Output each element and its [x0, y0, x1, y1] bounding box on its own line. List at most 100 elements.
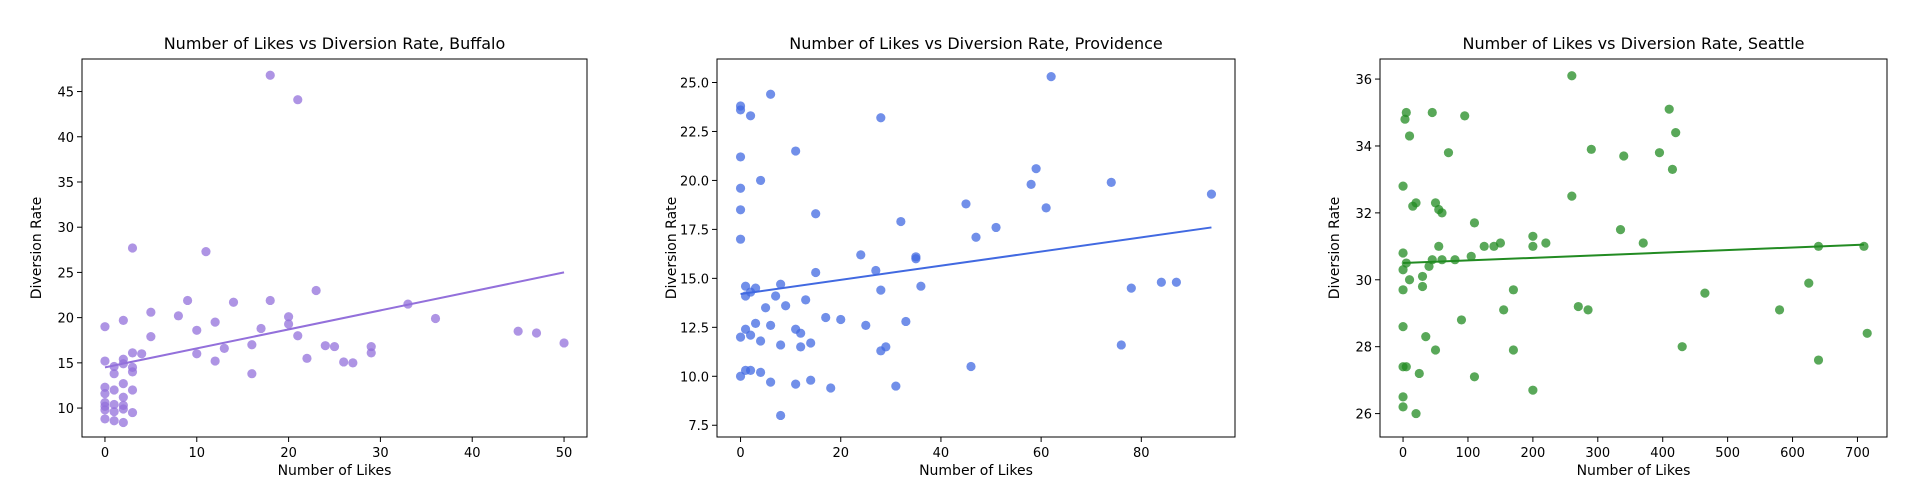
y-tick-label: 36: [1355, 73, 1372, 88]
scatter-point: [806, 338, 816, 348]
y-tick-label: 20: [57, 312, 74, 327]
scatter-point: [836, 314, 846, 325]
y-tick-label: 30: [1355, 274, 1372, 289]
scatter-point: [127, 348, 138, 358]
scatter-point: [192, 349, 202, 359]
scatter-point: [750, 318, 761, 329]
scatter-point: [1460, 111, 1470, 121]
scatter-point: [100, 388, 110, 399]
scatter-point: [1414, 368, 1424, 379]
scatter-point: [796, 342, 806, 352]
scatter-point: [293, 331, 303, 341]
scatter-point: [750, 283, 761, 293]
scatter-point: [1206, 189, 1217, 199]
chart-panel-providence: Number of Likes vs Diversion Rate, Provi…: [664, 34, 1236, 479]
trend-line: [740, 226, 1212, 296]
y-tick-label: 10.0: [680, 370, 709, 385]
x-tick-label: 400: [1650, 446, 1675, 461]
scatter-point: [283, 312, 294, 322]
scatter-point: [339, 357, 349, 367]
scatter-point: [1427, 107, 1437, 118]
scatter-point: [1804, 278, 1814, 288]
scatter-point: [876, 285, 886, 295]
scatter-point: [1528, 385, 1538, 395]
x-axis-label: Number of Likes: [278, 463, 392, 479]
scatter-point: [1677, 342, 1687, 352]
scatter-point: [1469, 372, 1480, 382]
scatter-point: [1443, 148, 1454, 158]
scatter-point: [1417, 271, 1428, 282]
plot-area-frame: [1379, 58, 1888, 438]
scatter-point: [1528, 231, 1538, 241]
x-tick-label: 0: [101, 446, 109, 461]
y-tick-label: 15.0: [680, 272, 709, 287]
scatter-point: [210, 317, 220, 327]
scatter-point: [329, 341, 340, 352]
scatter-point: [1031, 164, 1041, 174]
scatter-point: [791, 379, 801, 389]
x-tick-label: 80: [1133, 446, 1150, 461]
scatter-point: [1116, 340, 1126, 350]
y-tick-label: 45: [57, 86, 74, 101]
scatter-point: [1499, 305, 1509, 315]
scatter-point: [735, 234, 746, 244]
scatter-point: [109, 416, 119, 426]
scatter-point: [247, 369, 257, 379]
scatter-point: [811, 267, 821, 278]
scatter-point: [173, 311, 184, 321]
x-tick-label: 60: [1033, 446, 1050, 461]
scatter-point: [735, 332, 746, 342]
scatter-point: [127, 362, 138, 372]
scatter-point: [118, 315, 128, 325]
x-tick-label: 30: [372, 446, 389, 461]
x-tick-label: 40: [464, 446, 481, 461]
scatter-point: [100, 322, 110, 332]
y-tick-label: 12.5: [680, 321, 709, 336]
scatter-point: [1508, 285, 1519, 295]
scatter-point: [821, 312, 831, 323]
scatter-point: [1479, 241, 1489, 251]
scatter-point: [1398, 392, 1408, 402]
scatter-point: [876, 113, 886, 123]
scatter-point: [1567, 71, 1577, 81]
plot-area-frame: [81, 58, 588, 438]
scatter-point: [1619, 151, 1629, 161]
scatter-point: [760, 303, 771, 313]
y-tick-label: 32: [1355, 207, 1372, 222]
scatter-point: [513, 326, 523, 336]
scatter-point: [1106, 177, 1116, 187]
scatter-point: [871, 265, 881, 276]
scatter-point: [876, 346, 886, 356]
scatter-point: [766, 320, 776, 330]
scatter-point: [228, 297, 239, 307]
scatter-point: [916, 281, 926, 291]
scatter-point: [1398, 265, 1408, 275]
scatter-point: [755, 336, 766, 346]
scatter-point: [1654, 148, 1665, 158]
trend-line: [1403, 243, 1864, 265]
scatter-point: [1404, 131, 1415, 141]
x-tick-label: 20: [280, 446, 297, 461]
scatter-point: [971, 232, 981, 242]
scatter-point: [100, 414, 110, 424]
y-tick-label: 15: [57, 357, 74, 372]
scatter-point: [1041, 203, 1051, 213]
scatter-point: [1638, 238, 1648, 248]
scatter-point: [1615, 225, 1626, 235]
scatter-point: [219, 343, 229, 353]
y-tick-label: 10: [57, 402, 74, 417]
chart-title: Number of Likes vs Diversion Rate, Seatt…: [1462, 34, 1804, 53]
chart-title: Number of Likes vs Diversion Rate, Provi…: [789, 34, 1162, 53]
scatter-point: [109, 369, 119, 379]
y-tick-label: 26: [1355, 408, 1372, 423]
scatter-point: [755, 175, 766, 186]
scatter-point: [256, 323, 266, 334]
scatter-point: [891, 381, 901, 391]
scatter-point: [201, 247, 211, 257]
x-tick-label: 600: [1780, 446, 1805, 461]
scatter-point: [1859, 241, 1869, 251]
scatter-point: [311, 285, 321, 296]
scatter-point: [293, 95, 303, 105]
y-tick-label: 25: [57, 266, 74, 281]
scatter-point: [109, 385, 119, 395]
